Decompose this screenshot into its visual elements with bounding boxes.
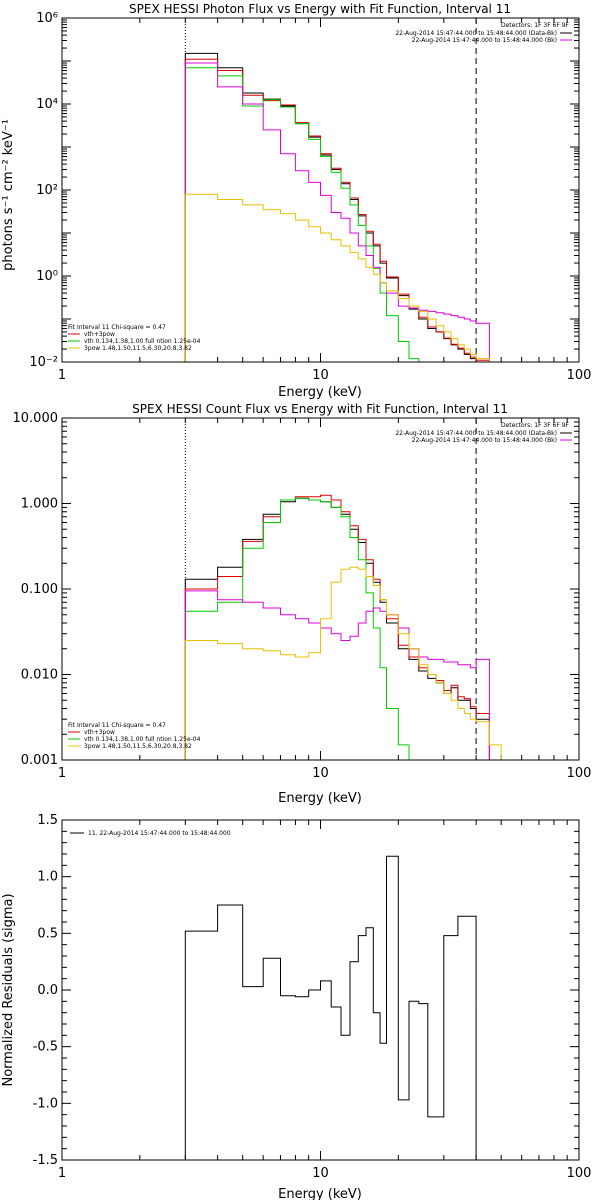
- count-flux-legend-left-label: 3pow 1.48,1.50,11.5,6.30,20.8,3.82: [84, 743, 192, 750]
- count-flux-x-label: Energy (keV): [278, 791, 362, 806]
- count-flux-legend-left-label: vth+3pow: [84, 729, 115, 736]
- photon-flux-legend-left-label: vth+3pow: [84, 331, 115, 338]
- photon-flux-series-data: [184, 58, 490, 362]
- residuals-y-tick-label: -1.0: [33, 1096, 58, 1111]
- count-flux-series-group: [184, 494, 502, 760]
- count-flux-series-data: [184, 494, 490, 760]
- residuals-y-tick-label: 0.5: [37, 926, 58, 941]
- count-flux-y-tick-label: 1.000: [21, 497, 58, 512]
- photon-flux-legend-left-label: vth 0.134,1.38,1.00 full ntion 1.25e-04: [84, 338, 201, 345]
- count-flux-plot: 1 10 100 0.001 0.010 0.100 1.000 10.000 Detector…: [13, 411, 592, 781]
- residuals-y-label: Normalized Residuals (sigma): [1, 893, 16, 1086]
- count-flux-series-vth_3pow: [184, 590, 490, 760]
- photon-flux-x-label: Energy (keV): [278, 385, 362, 400]
- photon-flux-legend-right-label: 22-Aug-2014 15:47:44.000 to 15:48:44.000…: [412, 37, 557, 44]
- count-flux-series-3pow_nonthermal: [184, 566, 502, 760]
- count-flux-legend-right-label: 22-Aug-2014 15:47:44.000 to 15:48:44.000…: [395, 430, 557, 437]
- residuals-series-residuals: [184, 855, 477, 1160]
- count-flux-y-tick-label: 0.100: [21, 582, 58, 597]
- count-flux-series-vth_thermal: [184, 497, 410, 760]
- photon-flux-series-3pow_nonthermal: [184, 193, 502, 362]
- photon-flux-series-total: [184, 52, 490, 362]
- count-flux-x-tick-label: 10: [312, 766, 329, 781]
- photon-flux-y-tick-label: 10⁶: [36, 11, 58, 26]
- photon-flux-legend-right-label: 22-Aug-2014 15:47:44.000 to 15:48:44.000…: [395, 30, 557, 37]
- photon-flux-legend-right-title: Detectors: 1F 3F 6F 9F: [501, 22, 570, 29]
- count-flux-legend-right-title: Detectors: 1F 3F 6F 9F: [501, 422, 570, 429]
- residuals-y-tick-label: -0.5: [33, 1040, 58, 1055]
- residuals-x-tick-label: 10: [312, 1166, 329, 1181]
- residuals-panel: Energy (keV) Normalized Residuals (sigma…: [1, 813, 591, 1200]
- count-flux-series-total: [184, 497, 490, 760]
- count-flux-legend-right-label: 22-Aug-2014 15:47:44.000 to 15:48:44.000…: [412, 437, 557, 444]
- count-flux-x-tick-label: 1: [58, 766, 66, 781]
- photon-flux-x-tick-label: 10: [312, 368, 329, 383]
- photon-flux-series-group: [184, 52, 502, 362]
- residuals-y-tick-label: -1.5: [33, 1153, 58, 1168]
- residuals-x-tick-label: 100: [567, 1166, 592, 1181]
- count-flux-y-tick-label: 0.001: [21, 753, 58, 768]
- residuals-y-tick-label: 0.0: [37, 983, 58, 998]
- photon-flux-series-vth_3pow: [184, 62, 490, 362]
- photon-flux-series-vth_thermal: [184, 67, 420, 362]
- photon-flux-frame: [61, 17, 580, 363]
- residuals-legend-top-label: 11. 22-Aug-2014 15:47:44.000 to 15:48:44…: [88, 830, 231, 837]
- photon-flux-y-tick-label: 10⁻²: [29, 355, 58, 370]
- count-flux-legend-left-title: Fit Interval 11 Chi-square = 0.47: [68, 722, 166, 729]
- photon-flux-y-tick-label: 10⁴: [36, 97, 58, 112]
- photon-flux-plot: 1 10 100 10⁻² 10⁰ 10² 10⁴ 10⁶ Detectors: 1F 3F 6…: [29, 11, 592, 383]
- count-flux-y-tick-label: 0.010: [21, 668, 58, 683]
- residuals-plot: 1 10 100 -1.5 -1.0 -0.5 0.0 0.5 1.0 1.5 11. 22-Aug…: [33, 813, 592, 1181]
- photon-flux-panel: SPEX HESSI Photon Flux vs Energy with Fi…: [1, 2, 591, 400]
- residuals-series-group: [184, 855, 477, 1160]
- count-flux-title: SPEX HESSI Count Flux vs Energy with Fit…: [132, 402, 508, 416]
- photon-flux-y-tick-label: 10⁰: [36, 269, 58, 284]
- photon-flux-legend-left-title: Fit Interval 11 Chi-square = 0.47: [68, 324, 166, 331]
- residuals-y-tick-label: 1.0: [37, 870, 58, 885]
- count-flux-legend-left-label: vth 0.134,1.38,1.00 full ntion 1.25e-04: [84, 736, 201, 743]
- count-flux-frame: [61, 417, 580, 761]
- photon-flux-y-tick-label: 10²: [36, 183, 58, 198]
- photon-flux-x-tick-label: 100: [567, 368, 592, 383]
- residuals-x-tick-label: 1: [58, 1166, 66, 1181]
- count-flux-panel: SPEX HESSI Count Flux vs Energy with Fit…: [13, 402, 592, 806]
- count-flux-y-tick-label: 10.000: [13, 411, 59, 426]
- residuals-x-label: Energy (keV): [278, 1187, 362, 1200]
- residuals-y-tick-label: 1.5: [37, 813, 58, 828]
- photon-flux-x-tick-label: 1: [58, 368, 66, 383]
- photon-flux-y-label: photons s⁻¹ cm⁻² keV⁻¹: [1, 119, 16, 271]
- photon-flux-title: SPEX HESSI Photon Flux vs Energy with Fi…: [129, 2, 511, 16]
- photon-flux-legend-left-label: 3pow 1.48,1.50,11.5,6.30,20.8,3.82: [84, 345, 192, 352]
- residuals-frame: [61, 819, 580, 1161]
- count-flux-x-tick-label: 100: [567, 766, 592, 781]
